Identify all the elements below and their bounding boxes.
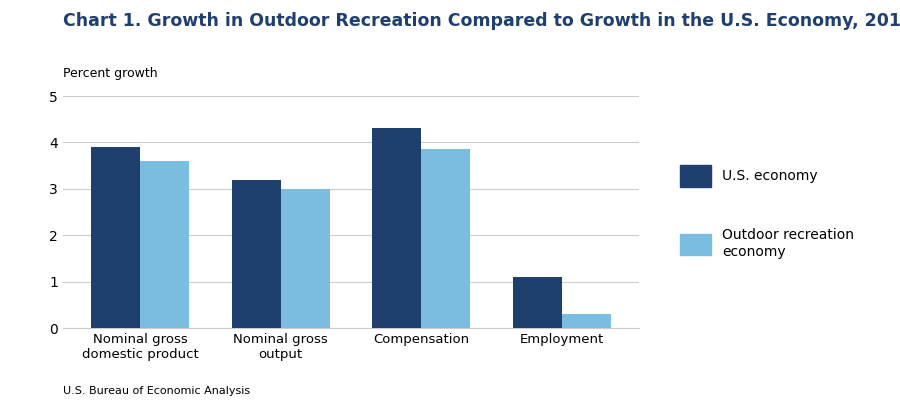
Text: U.S. Bureau of Economic Analysis: U.S. Bureau of Economic Analysis [63, 386, 250, 396]
Bar [281, 189, 330, 328]
Bar [421, 149, 471, 328]
Bar [562, 314, 611, 328]
Text: Chart 1. Growth in Outdoor Recreation Compared to Growth in the U.S. Economy, 20: Chart 1. Growth in Outdoor Recreation Co… [63, 12, 900, 30]
Bar [231, 180, 281, 328]
Legend: U.S. economy, Outdoor recreation
economy: U.S. economy, Outdoor recreation economy [675, 160, 860, 264]
Text: Percent growth: Percent growth [63, 67, 158, 80]
Bar [513, 277, 562, 328]
Bar [140, 161, 189, 328]
Bar [91, 147, 140, 328]
Bar [372, 128, 421, 328]
